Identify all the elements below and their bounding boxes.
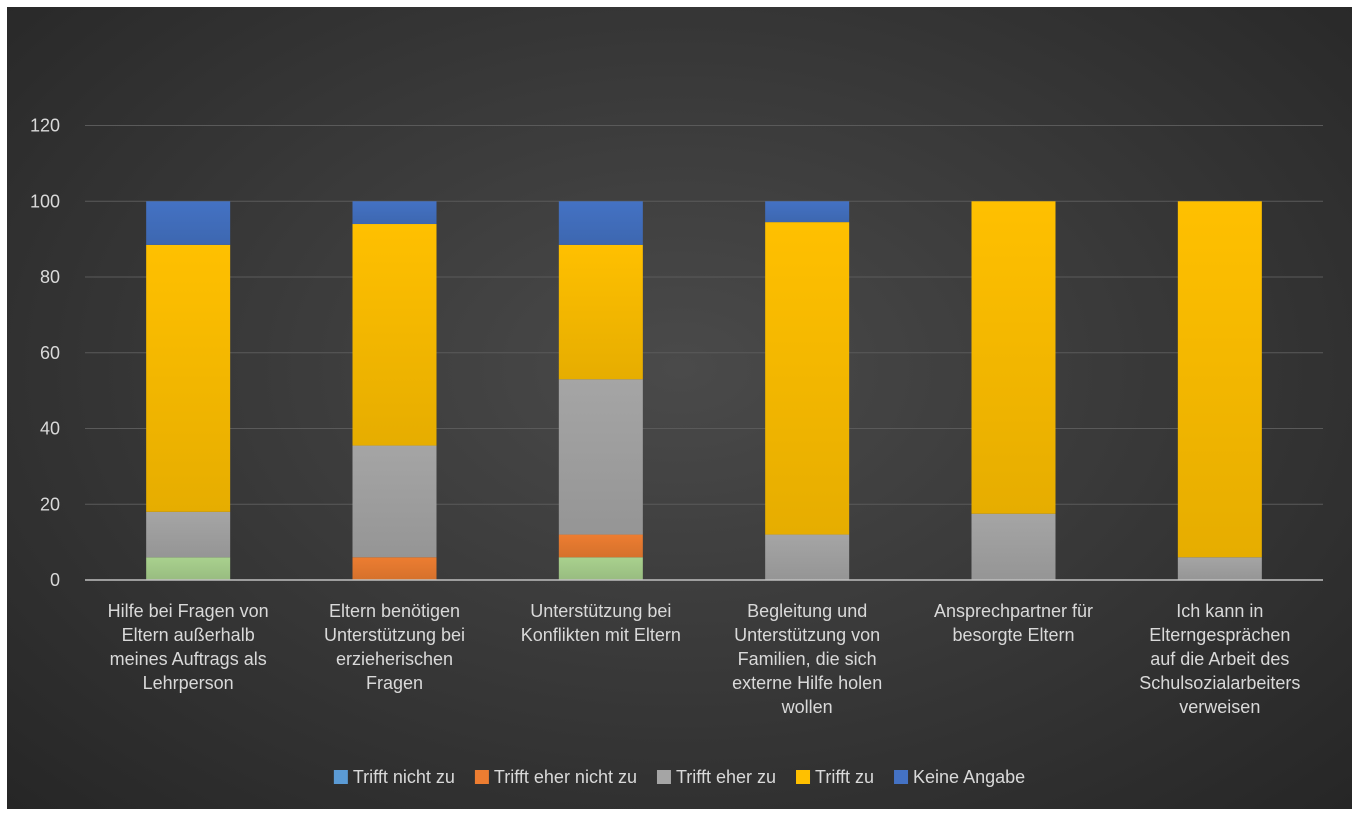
legend-label: Keine Angabe	[913, 767, 1025, 787]
legend-swatch	[894, 770, 909, 784]
y-tick-label: 40	[40, 419, 60, 439]
bars	[146, 201, 1262, 580]
category-label: Unterstützung bei Konflikten mit Eltern	[521, 601, 681, 645]
x-axis-labels: Hilfe bei Fragen von Eltern außerhalb mein…	[108, 601, 1301, 717]
legend-label: Trifft zu	[815, 767, 874, 787]
bar-segment	[558, 244, 643, 380]
bar-segment	[146, 511, 231, 558]
bar-segment	[558, 557, 643, 580]
y-tick-label: 100	[30, 191, 60, 211]
legend-item: Keine Angabe	[894, 767, 1025, 787]
category-label: Eltern benötigen Unterstützung bei erziehe…	[324, 601, 465, 693]
legend-item: Trifft zu	[796, 767, 874, 787]
bar-segment	[1177, 557, 1262, 580]
bar-segment	[765, 534, 850, 580]
legend-swatch	[796, 770, 811, 784]
bar-segment	[558, 201, 643, 245]
bar-segment	[558, 534, 643, 558]
y-tick-label: 0	[50, 570, 60, 590]
bar-segment	[352, 557, 437, 580]
legend-item: Trifft eher zu	[656, 767, 776, 787]
bar-segment	[765, 201, 850, 223]
chart-area: 0 20 40 60 80 100 120 Hilfe bei Fragen von Elte…	[7, 7, 1352, 809]
legend: Trifft nicht zu Trifft eher nicht zu Triff…	[333, 767, 1025, 787]
y-tick-label: 20	[40, 494, 60, 514]
bar-segment	[352, 224, 437, 446]
legend-label: Trifft nicht zu	[353, 767, 455, 787]
bar-segment	[971, 513, 1056, 580]
bar-segment	[558, 379, 643, 535]
y-tick-label: 120	[30, 116, 60, 136]
category-label: Hilfe bei Fragen von Eltern außerhalb mein…	[108, 601, 269, 693]
legend-item: Trifft eher nicht zu	[474, 767, 637, 787]
bar-segment	[1177, 201, 1262, 558]
legend-swatch	[333, 770, 348, 784]
category-label: Begleitung und Unterstützung von Familien,…	[732, 601, 882, 717]
category-label: Ansprechpartner für besorgte Eltern	[934, 601, 1093, 645]
bar-segment	[146, 201, 231, 245]
bar-segment	[352, 445, 437, 558]
y-tick-label: 80	[40, 267, 60, 287]
y-tick-label: 60	[40, 343, 60, 363]
legend-label: Trifft eher nicht zu	[494, 767, 637, 787]
bar-segment	[146, 244, 231, 512]
bar-segment	[765, 222, 850, 535]
legend-item: Trifft nicht zu	[333, 767, 455, 787]
gridlines	[85, 125, 1323, 505]
bar-segment	[971, 201, 1056, 514]
stacked-bar-chart: 0 20 40 60 80 100 120 Hilfe bei Fragen von Elte…	[30, 116, 1323, 787]
bar-segment	[146, 557, 231, 580]
legend-swatch	[656, 770, 671, 784]
category-label: Ich kann in Elterngesprächen auf die Arbei…	[1139, 601, 1300, 717]
legend-swatch	[474, 770, 489, 784]
legend-label: Trifft eher zu	[676, 767, 776, 787]
y-axis-ticks: 0 20 40 60 80 100 120	[30, 116, 60, 590]
bar-segment	[352, 201, 437, 225]
